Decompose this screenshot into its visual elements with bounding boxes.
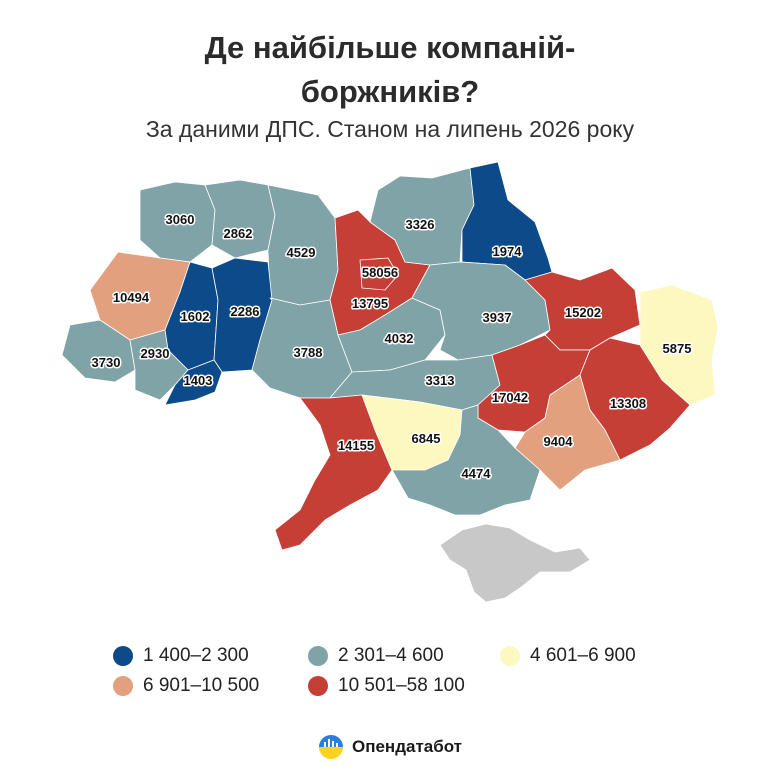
region-crimea [439,523,591,603]
label-1403: 1403 [184,373,213,388]
page-title: Де найбільше компаній- боржників? [0,26,780,114]
label-4529: 4529 [287,245,316,260]
label-3060: 3060 [166,212,195,227]
title-line-1: Де найбільше компаній- [204,30,576,65]
label-3313: 3313 [426,373,455,388]
label-17042: 17042 [492,390,528,405]
label-2930: 2930 [141,346,170,361]
label-4032: 4032 [385,331,414,346]
region-5875[interactable] [639,284,719,406]
region-1974[interactable] [461,161,553,281]
label-10494: 10494 [113,290,150,305]
label-15202: 15202 [565,305,601,320]
label-4474: 4474 [462,466,492,481]
label-3326: 3326 [406,217,435,232]
label-13795: 13795 [352,296,388,311]
region-3730[interactable] [61,319,136,383]
label-9404: 9404 [544,434,574,449]
label-6845: 6845 [412,431,441,446]
title-line-2: боржників? [300,74,480,109]
opendatabot-logo-icon [318,735,343,759]
label-1602: 1602 [181,309,210,324]
label-3730: 3730 [92,355,121,370]
region-4474[interactable] [391,404,541,516]
label-1974: 1974 [493,244,523,259]
region-1403[interactable] [164,359,223,406]
page-subtitle: За даними ДПС. Станом на липень 2026 рок… [145,116,635,142]
label-13308: 13308 [610,396,646,411]
label-2286: 2286 [231,304,260,319]
label-2862: 2862 [224,226,253,241]
brand-name: Опендатабот [351,737,463,756]
brand-footer: Опендатабот [0,734,780,760]
label-14155: 14155 [338,438,374,453]
label-5875: 5875 [663,341,692,356]
label-3788: 3788 [294,345,323,360]
region-2862[interactable] [204,179,276,259]
label-58056: 58056 [362,265,398,280]
region-58056[interactable] [359,257,399,291]
label-3937: 3937 [483,310,512,325]
